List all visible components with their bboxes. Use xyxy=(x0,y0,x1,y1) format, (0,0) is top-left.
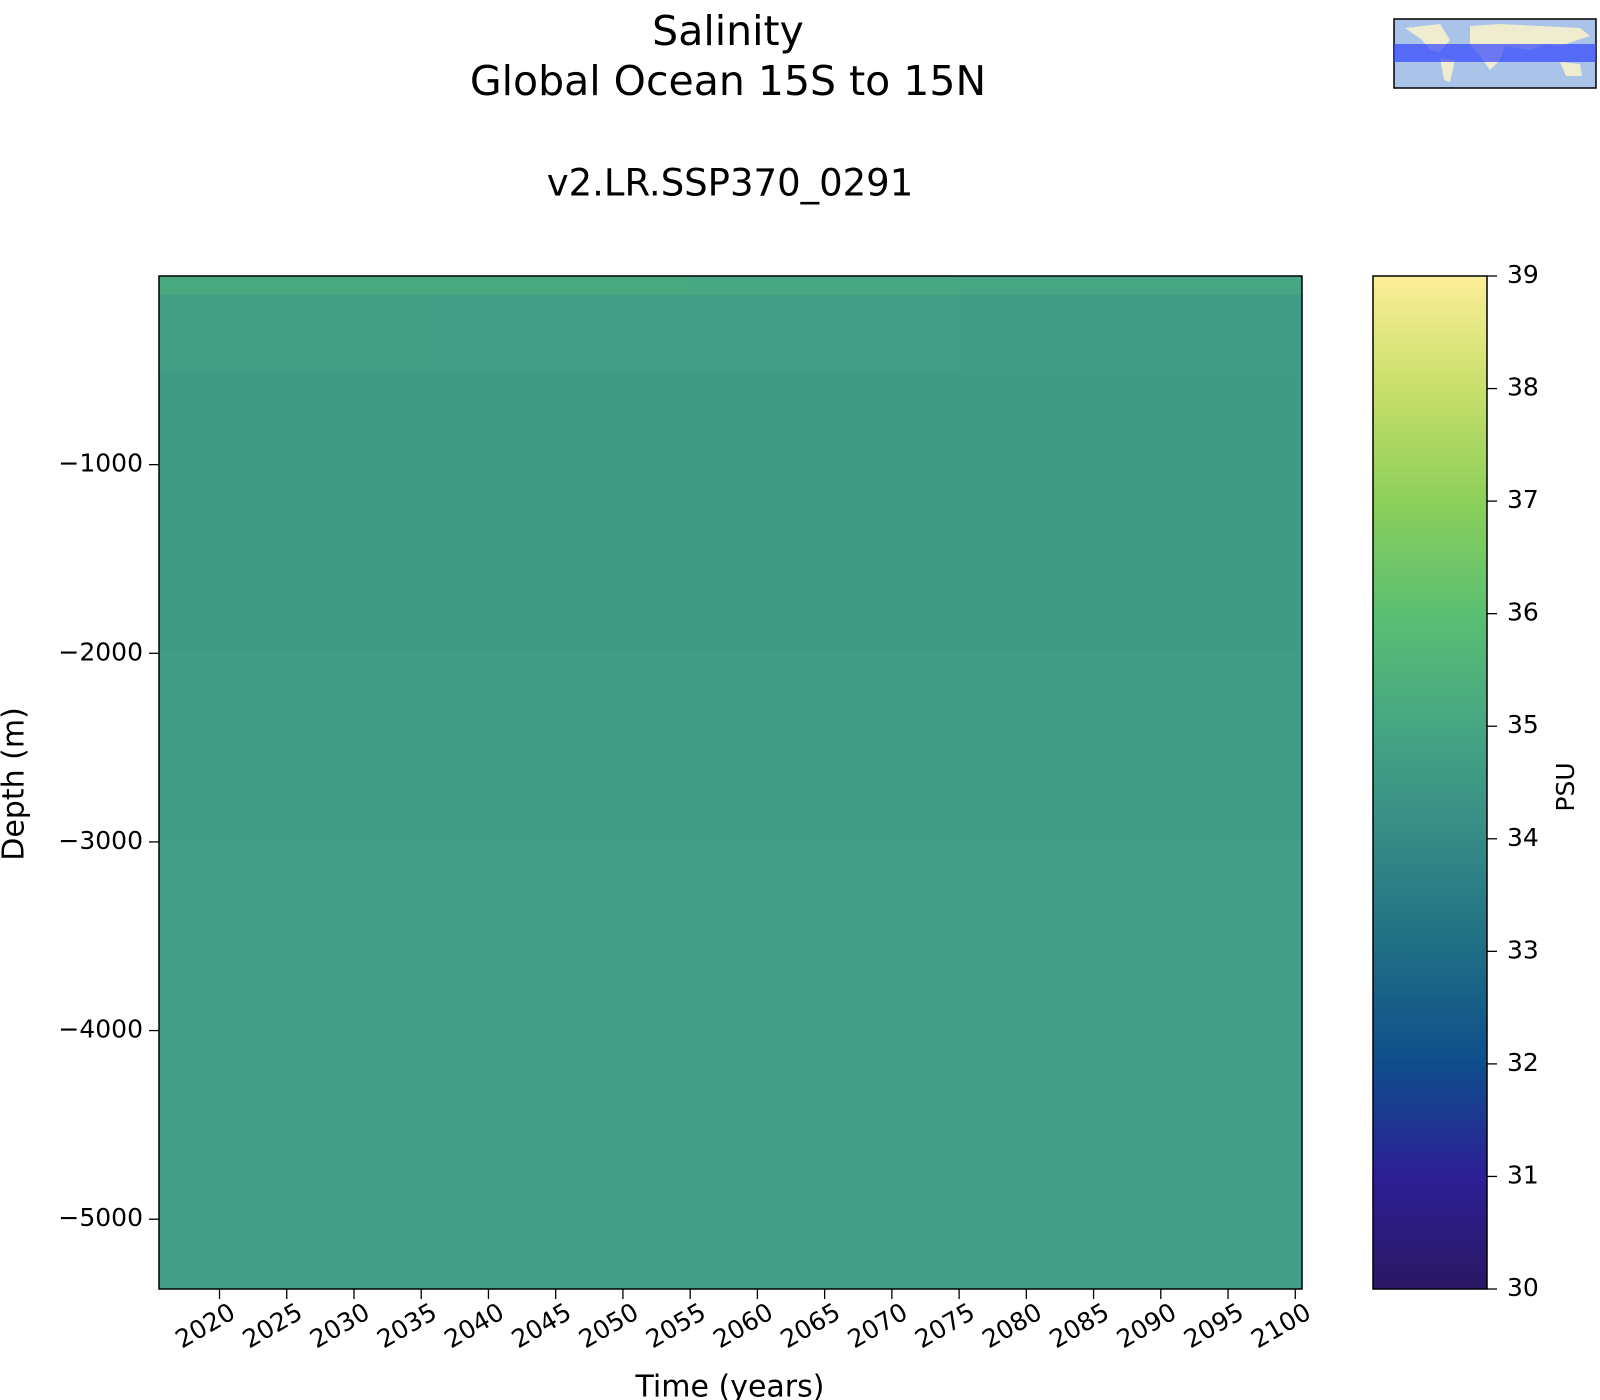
heatmap-cell xyxy=(690,276,960,296)
colorbar-tick-label: 39 xyxy=(1507,260,1539,289)
x-tick-label: 2070 xyxy=(843,1297,913,1354)
x-tick-label: 2065 xyxy=(776,1297,846,1354)
x-tick-label: 2045 xyxy=(507,1297,577,1354)
colorbar xyxy=(1372,275,1488,1290)
x-tick-label: 2055 xyxy=(641,1297,711,1354)
heatmap-cell xyxy=(421,841,691,1032)
heatmap-cell xyxy=(690,294,960,371)
heatmap-cell xyxy=(421,1030,691,1290)
heatmap-cell xyxy=(421,653,691,843)
x-tick-label: 2025 xyxy=(238,1297,308,1354)
chart-subtitle: v2.LR.SSP370_0291 xyxy=(547,162,914,205)
colorbar-label: PSU xyxy=(1551,762,1580,811)
y-tick-label: −2000 xyxy=(58,637,143,666)
colorbar-tick-label: 30 xyxy=(1507,1273,1539,1302)
heatmap-cell xyxy=(959,841,1303,1032)
heatmap-cell xyxy=(421,276,691,296)
heatmap-cell xyxy=(959,653,1303,843)
x-tick-label: 2090 xyxy=(1112,1297,1182,1354)
heatmap-cell xyxy=(159,1030,422,1290)
x-tick-label: 2020 xyxy=(170,1297,240,1354)
colorbar-tick-label: 34 xyxy=(1507,823,1539,852)
heatmap-cell xyxy=(690,653,960,843)
heatmap-cell xyxy=(421,370,691,466)
x-tick-label: 2095 xyxy=(1179,1297,1249,1354)
plot-frame xyxy=(158,275,1303,1290)
map-region xyxy=(1394,44,1596,62)
heatmap-cell xyxy=(159,294,422,371)
heatmap-cell xyxy=(421,464,691,654)
colorbar-tick-label: 37 xyxy=(1507,485,1539,514)
inset-map xyxy=(1393,18,1597,89)
colorbar-tick-label: 36 xyxy=(1507,598,1539,627)
heatmap-cell xyxy=(159,841,422,1032)
heatmap-cell xyxy=(959,294,1303,371)
y-tick-label: −1000 xyxy=(58,449,143,478)
x-tick-label: 2035 xyxy=(372,1297,442,1354)
y-tick-label: −4000 xyxy=(58,1015,143,1044)
x-tick-label: 2050 xyxy=(574,1297,644,1354)
colorbar-tick-label: 31 xyxy=(1507,1160,1539,1189)
heatmap-cell xyxy=(690,841,960,1032)
heatmap-cell xyxy=(159,464,422,654)
colorbar-tick-label: 32 xyxy=(1507,1048,1539,1077)
heatmap-cell xyxy=(959,370,1303,466)
colorbar-tick-label: 35 xyxy=(1507,710,1539,739)
colorbar-tick-label: 33 xyxy=(1507,935,1539,964)
chart-title: Global Ocean 15S to 15N xyxy=(470,57,986,105)
heatmap-cell xyxy=(959,464,1303,654)
heatmap-cell xyxy=(690,370,960,466)
heatmap-cell xyxy=(690,1030,960,1290)
x-axis-label: Time (years) xyxy=(635,1370,825,1400)
colorbar-tick-label: 38 xyxy=(1507,373,1539,402)
x-tick-label: 2085 xyxy=(1044,1297,1114,1354)
x-tick-label: 2040 xyxy=(439,1297,509,1354)
heatmap-cell xyxy=(690,464,960,654)
heatmap-cell xyxy=(421,294,691,371)
heatmap-cell xyxy=(159,370,422,466)
y-axis-label: Depth (m) xyxy=(0,707,32,861)
x-tick-label: 2075 xyxy=(910,1297,980,1354)
heatmap-cell xyxy=(959,1030,1303,1290)
x-tick-label: 2060 xyxy=(708,1297,778,1354)
y-tick-label: −5000 xyxy=(58,1203,143,1232)
y-tick-label: −3000 xyxy=(58,826,143,855)
x-tick-label: 2100 xyxy=(1246,1297,1316,1354)
chart-title: Salinity xyxy=(652,7,804,55)
heatmap-cell xyxy=(159,653,422,843)
x-tick-label: 2080 xyxy=(977,1297,1047,1354)
x-tick-label: 2030 xyxy=(305,1297,375,1354)
heatmap-cell xyxy=(959,276,1303,296)
heatmap-cell xyxy=(159,276,422,296)
